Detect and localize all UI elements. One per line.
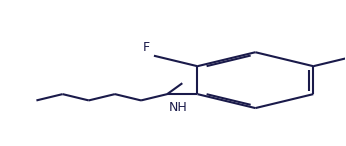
Text: NH: NH — [169, 101, 188, 114]
Text: F: F — [143, 41, 150, 54]
